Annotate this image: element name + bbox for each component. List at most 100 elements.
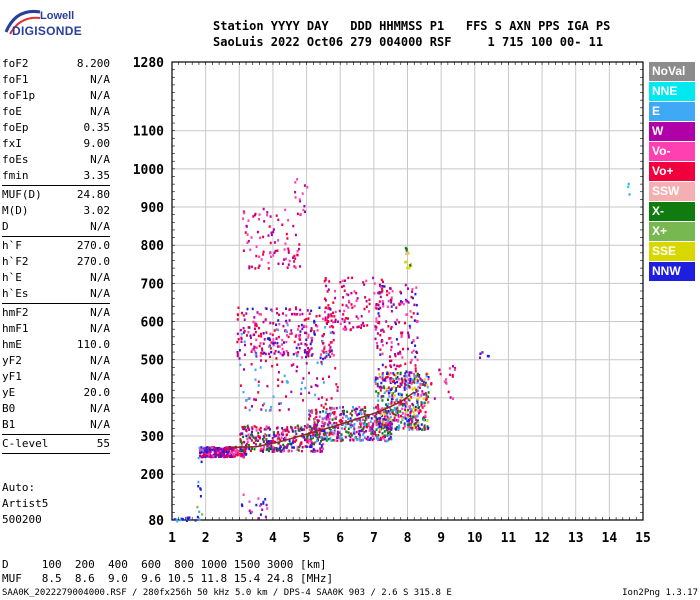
echo-point <box>299 427 302 431</box>
echo-point <box>236 351 239 354</box>
param-name: h`F <box>2 239 22 252</box>
echo-point <box>225 454 228 457</box>
echo-point <box>248 265 251 268</box>
echo-point <box>248 428 251 431</box>
echo-point <box>266 440 269 443</box>
echo-point <box>305 331 308 335</box>
echo-point <box>318 427 321 431</box>
echo-point <box>242 249 245 252</box>
echo-point <box>312 448 315 452</box>
echo-point <box>258 313 261 316</box>
echo-point <box>294 181 297 184</box>
echo-point <box>245 444 247 447</box>
echo-point <box>328 417 331 420</box>
echo-point <box>282 324 285 328</box>
echo-point <box>311 435 314 439</box>
echo-point <box>194 519 197 522</box>
y-tick-label: 1000 <box>133 163 164 178</box>
echo-point <box>244 406 247 409</box>
echo-point <box>245 225 248 228</box>
echo-point <box>257 434 260 438</box>
echo-point <box>380 413 383 417</box>
echo-point <box>363 283 366 286</box>
echo-point <box>257 497 260 500</box>
echo-point <box>296 354 298 358</box>
echo-point <box>378 373 381 376</box>
echo-point <box>291 430 294 433</box>
echo-point <box>246 241 249 244</box>
echo-point <box>334 367 337 370</box>
echo-point <box>260 447 263 450</box>
echo-point <box>404 417 407 420</box>
echo-point <box>300 441 303 444</box>
echo-point <box>336 320 339 323</box>
echo-point <box>417 372 419 376</box>
echo-point <box>299 213 302 216</box>
echo-point <box>250 433 253 437</box>
echo-point <box>277 328 280 332</box>
echo-point <box>333 430 336 434</box>
echo-point <box>252 347 255 351</box>
param-name: yF1 <box>2 370 22 383</box>
echo-point <box>244 343 246 347</box>
echo-point <box>262 253 265 256</box>
echo-point <box>412 312 415 315</box>
file-info-footer: SAA0K_2022279004000.RSF / 280fx256h 50 k… <box>2 588 698 598</box>
echo-point <box>255 355 258 358</box>
param-name: yE <box>2 386 16 399</box>
auto-version: 500200 <box>2 513 42 526</box>
echo-point <box>330 432 332 435</box>
echo-point <box>393 419 396 422</box>
echo-point <box>401 417 404 420</box>
echo-point <box>321 362 323 366</box>
echo-point <box>205 446 208 450</box>
echo-point <box>244 426 247 429</box>
echo-point <box>383 413 386 416</box>
echo-point <box>392 386 395 389</box>
echo-point <box>395 410 398 413</box>
echo-point <box>369 426 372 429</box>
echo-point <box>330 407 333 410</box>
echo-point <box>425 396 428 399</box>
echo-point <box>307 336 310 339</box>
echo-point <box>197 456 200 460</box>
echo-point <box>390 399 393 403</box>
echo-point <box>251 348 254 351</box>
echo-point <box>487 355 490 358</box>
echo-point <box>261 347 263 350</box>
echo-point <box>390 345 393 349</box>
echo-point <box>426 372 429 376</box>
echo-point <box>404 372 407 375</box>
echo-point <box>311 337 314 340</box>
echo-point <box>399 399 402 402</box>
echo-point <box>301 356 303 359</box>
echo-point <box>362 433 365 436</box>
echo-point <box>342 406 344 409</box>
echo-point <box>338 431 341 434</box>
echo-point <box>310 327 313 330</box>
echo-point <box>249 334 252 337</box>
echo-point <box>246 424 249 428</box>
echo-point <box>296 178 299 181</box>
echo-point <box>479 356 481 359</box>
echo-point <box>301 446 304 449</box>
echo-point <box>270 350 273 354</box>
echo-point <box>238 357 241 360</box>
echo-point <box>236 352 239 356</box>
echo-point <box>374 431 377 434</box>
echo-point <box>257 391 260 394</box>
param-row: foE N/A <box>2 104 110 120</box>
echo-point <box>238 349 241 352</box>
echo-point <box>389 355 391 358</box>
echo-point <box>290 364 293 367</box>
echo-point <box>375 317 378 320</box>
echo-point <box>414 292 417 296</box>
param-value: 3.35 <box>83 169 111 182</box>
param-row: yE 20.0 <box>2 385 110 401</box>
param-name: h`F2 <box>2 255 29 268</box>
echo-point <box>334 425 337 428</box>
echo-point <box>390 380 393 384</box>
echo-point <box>395 306 398 309</box>
echo-point <box>407 382 410 385</box>
